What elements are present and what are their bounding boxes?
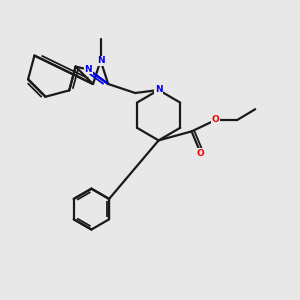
Text: N: N [85, 65, 92, 74]
Text: O: O [212, 116, 220, 124]
Text: O: O [197, 148, 205, 158]
Text: N: N [155, 85, 162, 94]
Text: N: N [97, 56, 104, 65]
